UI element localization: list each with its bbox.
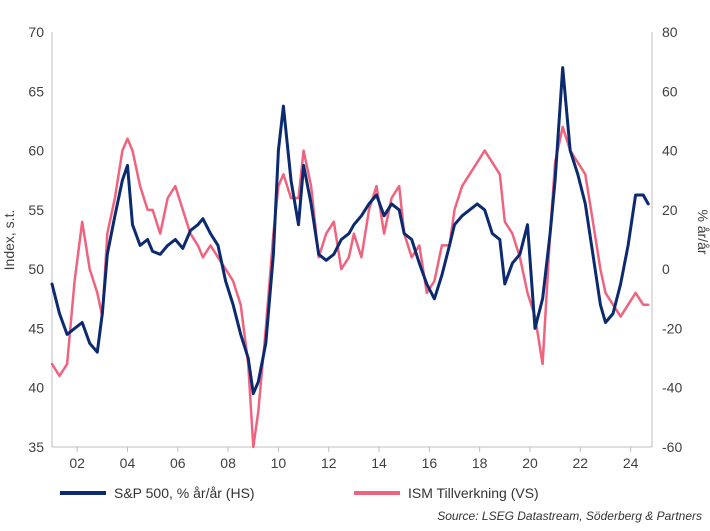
left-axis-title: Index, s.t.: [1, 210, 17, 271]
x-tick-label: 06: [170, 455, 186, 471]
left-tick-label: 40: [28, 380, 44, 396]
left-tick-label: 50: [28, 261, 44, 277]
right-tick-label: 80: [662, 24, 678, 40]
series-line-ism: [50, 125, 650, 449]
right-tick-label: -40: [662, 380, 682, 396]
x-tick-label: 16: [422, 455, 438, 471]
x-axis-ticks: 02 04 06 08 10 12 14 16 18 20 22 24: [69, 447, 639, 471]
left-tick-label: 70: [28, 24, 44, 40]
right-tick-label: 60: [662, 83, 678, 99]
x-tick-label: 24: [623, 455, 639, 471]
source-note: Source: LSEG Datastream, Söderberg & Par…: [437, 509, 702, 523]
right-tick-label: -20: [662, 320, 682, 336]
x-tick-label: 14: [371, 455, 387, 471]
series-line-sp500: [50, 66, 650, 396]
left-tick-label: 35: [28, 439, 44, 455]
left-tick-label: 45: [28, 320, 44, 336]
right-tick-label: -60: [662, 439, 682, 455]
right-tick-label: 40: [662, 143, 678, 159]
left-tick-label: 60: [28, 143, 44, 159]
legend-label-ism: ISM Tillverkning (VS): [408, 485, 539, 501]
right-tick-label: 0: [662, 261, 670, 277]
series-layer: [50, 66, 650, 449]
x-tick-label: 18: [472, 455, 488, 471]
legend-label-sp500: S&P 500, % år/år (HS): [114, 485, 255, 501]
left-tick-label: 55: [28, 202, 44, 218]
x-tick-label: 22: [573, 455, 589, 471]
right-tick-label: 20: [662, 202, 678, 218]
x-tick-label: 12: [321, 455, 337, 471]
x-tick-label: 04: [120, 455, 136, 471]
right-axis-title: % år/år: [695, 209, 710, 254]
x-tick-label: 10: [271, 455, 287, 471]
legend: S&P 500, % år/år (HS) ISM Tillverkning (…: [60, 485, 539, 501]
right-axis-ticks: -60 -40 -20 0 20 40 60 80: [662, 24, 682, 455]
x-tick-label: 20: [522, 455, 538, 471]
left-tick-label: 65: [28, 83, 44, 99]
x-tick-label: 02: [69, 455, 85, 471]
x-tick-label: 08: [220, 455, 236, 471]
left-axis-ticks: 35 40 45 50 55 60 65 70: [28, 24, 44, 455]
